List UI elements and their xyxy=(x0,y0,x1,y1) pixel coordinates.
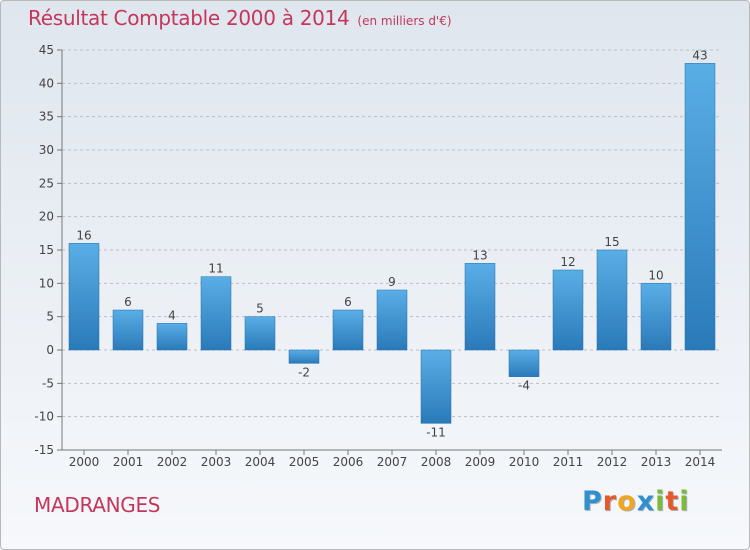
x-tick-label: 2010 xyxy=(509,455,540,469)
x-tick-label: 2001 xyxy=(113,455,144,469)
y-tick-label: -5 xyxy=(42,376,54,390)
bar xyxy=(244,316,276,351)
bar xyxy=(200,276,232,351)
y-tick-label: 40 xyxy=(39,76,54,90)
x-tick-label: 2002 xyxy=(157,455,188,469)
logo-letter: o xyxy=(617,486,637,517)
data-label: 13 xyxy=(472,248,487,262)
x-tick-label: 2007 xyxy=(377,455,408,469)
logo-letter: i xyxy=(655,486,666,517)
bar xyxy=(420,349,452,424)
data-label: 12 xyxy=(560,255,575,269)
data-label: 16 xyxy=(76,228,91,242)
data-label: 9 xyxy=(388,275,396,289)
y-tick-label: 25 xyxy=(39,176,54,190)
data-label: 10 xyxy=(648,268,663,282)
data-label: 6 xyxy=(344,295,352,309)
y-tick-label: 20 xyxy=(39,210,54,224)
place-name: MADRANGES xyxy=(34,493,161,517)
bar xyxy=(684,63,716,351)
data-label: 15 xyxy=(604,235,619,249)
y-tick-label: 35 xyxy=(39,110,54,124)
y-tick-label: 45 xyxy=(39,43,54,57)
chart-title: Résultat Comptable 2000 à 2014 xyxy=(28,6,350,30)
data-label: -11 xyxy=(426,425,446,439)
proxiti-logo: Proxiti xyxy=(582,486,690,517)
y-tick-label: 15 xyxy=(39,243,54,257)
y-tick-label: 5 xyxy=(46,310,54,324)
bar xyxy=(596,249,628,351)
bar xyxy=(640,283,672,351)
x-tick-label: 2005 xyxy=(289,455,320,469)
logo-letter: x xyxy=(636,486,656,517)
x-tick-label: 2008 xyxy=(421,455,452,469)
logo-letter: i xyxy=(679,486,690,517)
data-label: -2 xyxy=(298,365,310,379)
data-label: 4 xyxy=(168,308,176,322)
data-label: 43 xyxy=(692,48,707,62)
bars xyxy=(68,63,716,424)
data-label: 11 xyxy=(208,262,223,276)
data-label: 6 xyxy=(124,295,132,309)
x-tick-label: 2011 xyxy=(553,455,584,469)
bar xyxy=(376,289,408,351)
data-label: -4 xyxy=(518,379,530,393)
data-label: 5 xyxy=(256,302,264,316)
logo-letter: r xyxy=(602,486,618,517)
chart-header: Résultat Comptable 2000 à 2014 (en millie… xyxy=(28,6,452,30)
y-tick-label: 10 xyxy=(39,276,54,290)
bar xyxy=(68,243,100,351)
x-tick-label: 2014 xyxy=(685,455,716,469)
bar xyxy=(156,323,188,351)
bar xyxy=(332,309,364,351)
data-labels: 16 6 4 11 5 -2 6 9 -11 13 -4 12 15 10 43 xyxy=(76,48,707,439)
bar xyxy=(552,269,584,351)
bar xyxy=(288,349,320,364)
y-tick-label: -15 xyxy=(34,443,54,457)
x-tick-label: 2004 xyxy=(245,455,276,469)
x-tick-label: 2006 xyxy=(333,455,364,469)
logo-letter: P xyxy=(582,486,603,517)
bar xyxy=(508,349,540,377)
y-tick-label: 30 xyxy=(39,143,54,157)
logo-letter: t xyxy=(665,486,680,517)
x-tick-label: 2012 xyxy=(597,455,628,469)
bar xyxy=(112,309,144,351)
bar xyxy=(464,263,496,351)
x-tick-label: 2009 xyxy=(465,455,496,469)
x-tick-label: 2013 xyxy=(641,455,672,469)
x-tick-label: 2000 xyxy=(69,455,100,469)
x-tick-label: 2003 xyxy=(201,455,232,469)
y-tick-label: 0 xyxy=(46,343,54,357)
y-tick-label: -10 xyxy=(34,410,54,424)
chart-subtitle: (en milliers d'€) xyxy=(357,14,452,28)
